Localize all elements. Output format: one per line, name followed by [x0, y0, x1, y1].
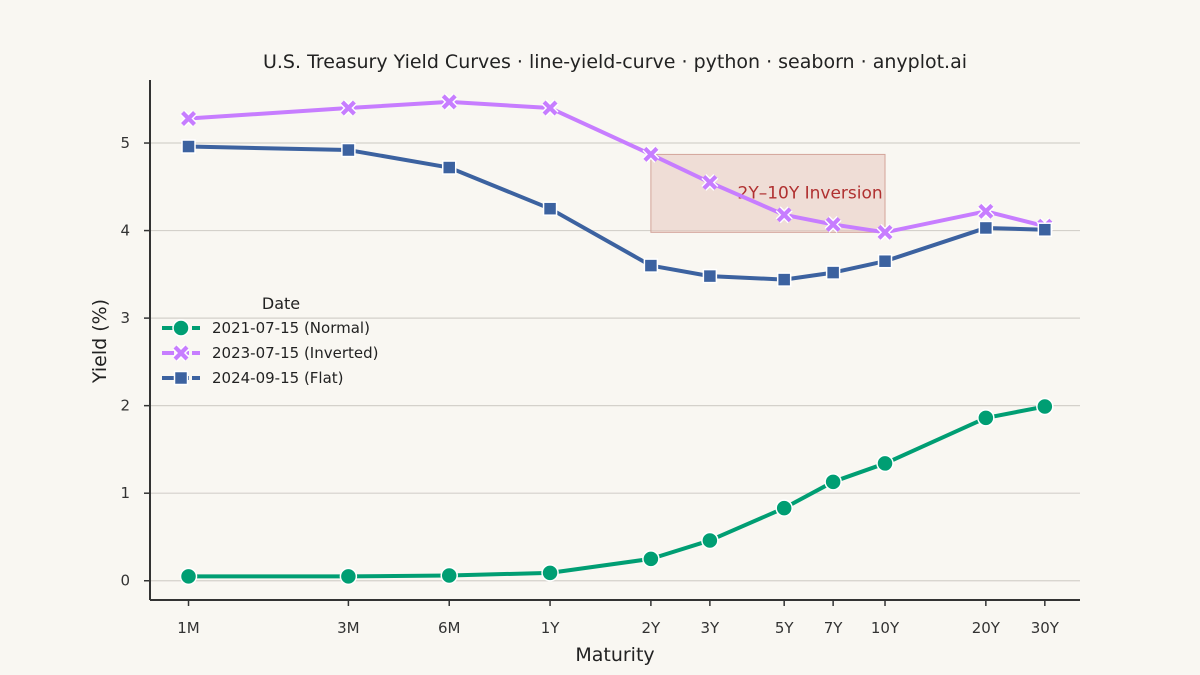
data-point	[701, 531, 719, 550]
data-point	[179, 567, 198, 586]
legend-item: 2023-07-15 (Inverted)	[162, 344, 378, 362]
data-point	[977, 409, 995, 427]
x-tick-label: 10Y	[871, 619, 900, 637]
y-tick-label: 3	[120, 309, 130, 327]
data-point	[701, 173, 719, 191]
data-point	[1036, 397, 1054, 416]
y-axis-label: Yield (%)	[89, 299, 111, 384]
data-point	[440, 566, 458, 585]
x-tick-label: 20Y	[972, 619, 1001, 637]
data-point	[877, 253, 893, 269]
data-point	[339, 567, 358, 586]
x-tick-label: 7Y	[824, 619, 844, 637]
legend-label: 2023-07-15 (Inverted)	[212, 344, 378, 362]
data-point	[702, 268, 718, 284]
legend-item: 2024-09-15 (Flat)	[162, 369, 344, 387]
data-point	[542, 201, 558, 216]
axes	[149, 80, 1080, 601]
legend-title: Date	[262, 294, 300, 313]
chart-title: U.S. Treasury Yield Curves · line-yield-…	[263, 51, 967, 73]
y-tick-label: 5	[120, 134, 130, 152]
legend: Date 2021-07-15 (Normal) 2023-07-15 (Inver…	[162, 294, 378, 387]
legend-marker	[172, 319, 190, 337]
series-x	[180, 93, 1054, 241]
data-point	[642, 550, 660, 568]
data-point	[876, 223, 894, 241]
inversion-region	[650, 153, 886, 233]
legend-marker	[173, 370, 189, 386]
x-tick-label: 1Y	[541, 619, 561, 637]
legend-label: 2021-07-15 (Normal)	[212, 319, 370, 337]
y-tick-label: 1	[120, 484, 130, 502]
data-point	[876, 454, 894, 473]
data-point	[541, 564, 559, 582]
data-point	[181, 139, 196, 154]
inversion-label: 2Y–10Y Inversion	[738, 183, 883, 203]
data-point	[643, 258, 659, 273]
data-point	[642, 145, 660, 163]
data-point	[824, 473, 842, 491]
series-square	[181, 139, 1053, 287]
series-line	[186, 144, 1047, 282]
series-circle	[179, 397, 1054, 586]
series-line	[186, 404, 1047, 579]
data-point	[978, 220, 994, 236]
legend-label: 2024-09-15 (Flat)	[212, 369, 344, 387]
x-tick-label: 3M	[337, 619, 360, 637]
series-layer	[179, 93, 1054, 586]
data-point	[341, 142, 356, 158]
y-tick-label: 0	[120, 572, 130, 590]
y-ticks: 0 1 2 3 4 5	[120, 134, 150, 590]
x-tick-label: 30Y	[1031, 619, 1060, 637]
data-point	[441, 160, 457, 175]
data-point	[977, 202, 995, 220]
y-tick-label: 4	[120, 222, 130, 240]
data-point	[180, 110, 197, 127]
x-tick-label: 2Y	[642, 619, 662, 637]
data-point	[775, 206, 793, 224]
y-tick-label: 2	[120, 397, 130, 415]
x-ticks: 1M 3M 6M 1Y 2Y 3Y 5Y 7Y 10Y 20Y 30Y	[177, 600, 1060, 637]
data-point	[440, 93, 458, 111]
legend-marker	[172, 344, 190, 362]
data-point	[1037, 222, 1053, 237]
annotation-layer: 2Y–10Y Inversion	[650, 153, 886, 233]
data-point	[776, 272, 792, 287]
x-tick-label: 3Y	[701, 619, 721, 637]
data-point	[825, 265, 841, 280]
series-line	[186, 99, 1047, 235]
grid	[150, 142, 1080, 582]
data-point	[339, 99, 357, 117]
x-axis-label: Maturity	[575, 644, 654, 666]
data-point	[775, 499, 793, 517]
legend-item: 2021-07-15 (Normal)	[162, 319, 370, 337]
x-tick-label: 6M	[438, 619, 461, 637]
data-point	[541, 99, 559, 117]
x-tick-label: 1M	[177, 619, 200, 637]
x-tick-label: 5Y	[775, 619, 795, 637]
data-point	[824, 215, 842, 233]
